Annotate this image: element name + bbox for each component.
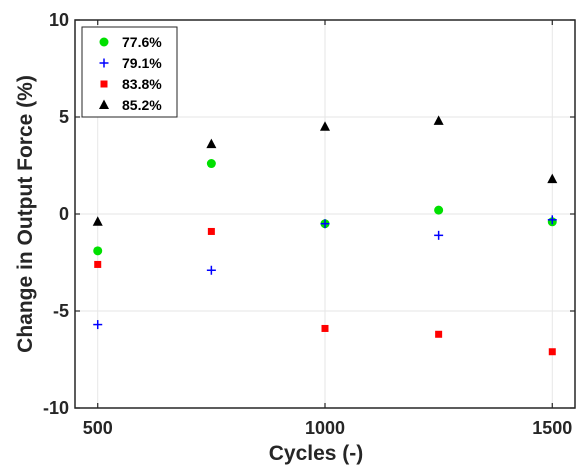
- x-tick-label: 1000: [305, 418, 345, 438]
- legend-marker: [99, 99, 109, 109]
- legend-label: 83.8%: [122, 76, 162, 92]
- data-point-circle: [93, 246, 103, 256]
- y-tick-label: 10: [49, 10, 69, 30]
- data-point-square: [321, 324, 329, 332]
- data-point-triangle: [433, 115, 444, 125]
- legend-label: 77.6%: [122, 34, 162, 50]
- data-point-square: [548, 348, 556, 356]
- legend-label: 85.2%: [122, 97, 162, 113]
- legend-marker: [100, 80, 108, 88]
- data-point-triangle: [92, 216, 103, 226]
- y-tick-label: 5: [59, 107, 69, 127]
- y-tick-label: -10: [43, 398, 69, 418]
- x-axis-label: Cycles (-): [269, 442, 364, 465]
- axis-ticks: 500 1000 1500 10 5 0 -5 -10: [43, 10, 575, 438]
- x-tick-label: 1500: [532, 418, 572, 438]
- x-tick-label: 500: [83, 418, 113, 438]
- data-point-triangle: [206, 138, 217, 149]
- y-tick-label: 0: [59, 204, 69, 224]
- data-point-plus: [434, 230, 444, 240]
- data-point-plus: [93, 320, 103, 330]
- data-point-plus: [206, 265, 216, 275]
- y-axis-label: Change in Output Force (%): [14, 75, 37, 353]
- data-point-square: [207, 227, 215, 235]
- legend-marker: [99, 37, 109, 47]
- data-point-triangle: [320, 121, 330, 131]
- data-point-plus: [547, 215, 557, 225]
- legend-label: 79.1%: [122, 55, 162, 71]
- data-point-square: [94, 260, 102, 268]
- legend-box: [81, 26, 178, 118]
- y-tick-label: -5: [53, 301, 69, 321]
- data-point-circle: [434, 205, 444, 215]
- data-point-plus: [320, 219, 330, 229]
- legend-marker: [99, 58, 109, 68]
- legend: 77.6% 79.1% 83.8% 85.2%: [81, 26, 178, 118]
- data-point-triangle: [547, 173, 558, 184]
- data-point-circle: [206, 159, 216, 169]
- data-point-square: [435, 330, 443, 338]
- data-points: [92, 115, 558, 356]
